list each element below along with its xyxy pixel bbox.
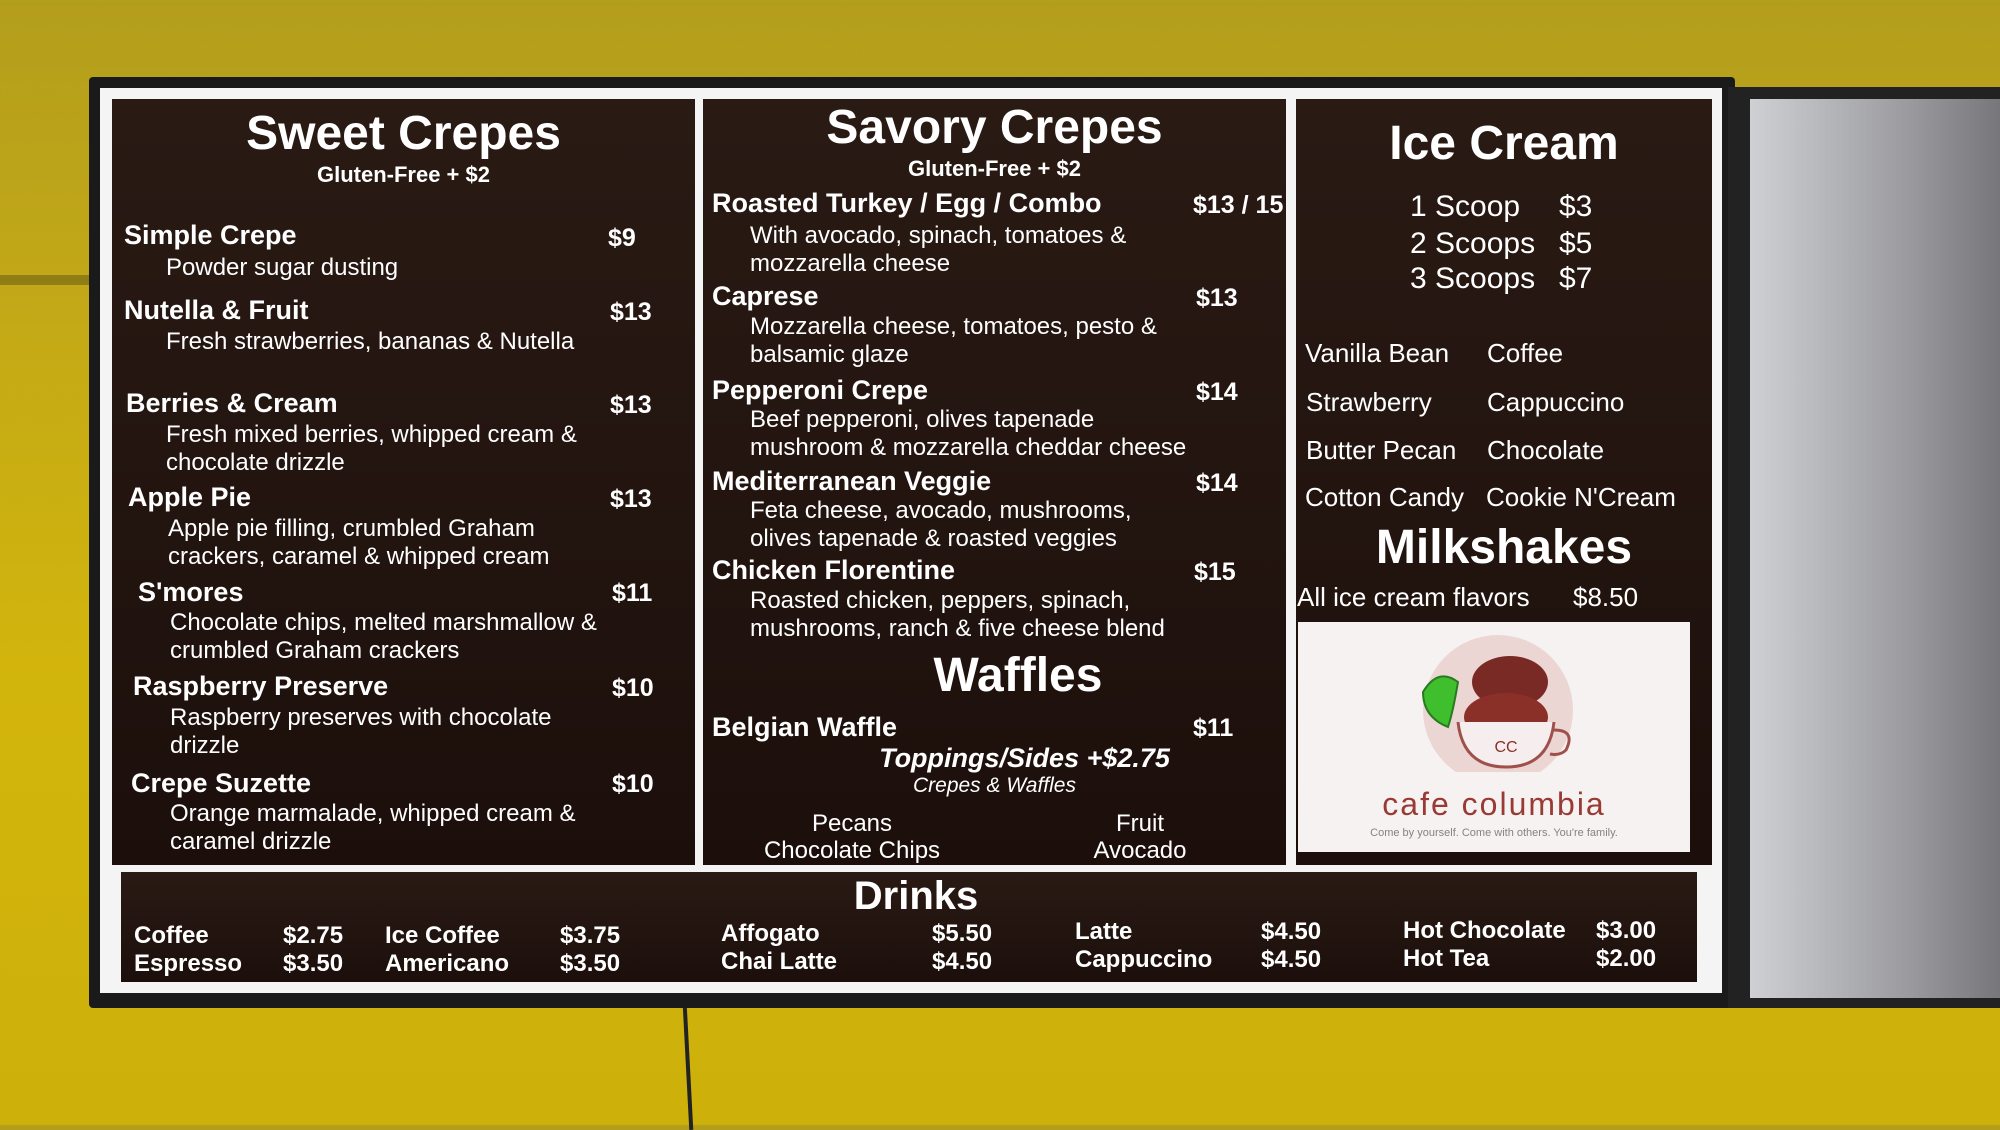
savory-subtitle: Gluten-Free + $2 [907, 156, 1081, 181]
drink-name: Cappuccino [1075, 946, 1213, 973]
item-name: S'mores [138, 577, 244, 607]
drink-name: Coffee [134, 922, 209, 949]
item-name: Berries & Cream [126, 388, 338, 418]
item-name: Raspberry Preserve [133, 671, 389, 701]
item-desc: Raspberry preserves with chocolate drizz… [170, 704, 552, 759]
item-price: $10 [612, 674, 654, 702]
power-cable [682, 1004, 694, 1130]
waffles-title: Waffles [933, 649, 1103, 702]
topping: Avocado [1093, 837, 1187, 864]
item-name: Belgian Waffle [712, 712, 898, 742]
milkshake-label: All ice cream flavors [1297, 582, 1530, 612]
item-desc: With avocado, spinach, tomatoes & mozzar… [750, 222, 1127, 277]
scoop-label: 3 Scoops [1410, 262, 1536, 295]
logo-tagline: Come by yourself. Come with others. You'… [1370, 827, 1618, 839]
drink-name: Ice Coffee [385, 922, 500, 949]
topping: Fruit [1116, 810, 1164, 837]
cafe-logo: CC cafe columbia Come by yourself. Come … [1298, 622, 1690, 852]
scoop-price: $7 [1559, 262, 1593, 295]
flavor: Strawberry [1306, 387, 1432, 417]
drink-price: $3.50 [283, 950, 344, 977]
item-name: Caprese [712, 281, 819, 311]
flavor: Chocolate [1487, 435, 1605, 465]
item-name: Roasted Turkey / Egg / Combo [712, 188, 1102, 218]
drink-price: $2.75 [283, 922, 344, 949]
item-name: Nutella & Fruit [124, 295, 309, 325]
drink-price: $3.50 [560, 950, 621, 977]
item-name: Crepe Suzette [131, 768, 312, 798]
item-name: Apple Pie [128, 482, 252, 512]
item-price: $13 / 15 [1193, 191, 1284, 219]
topping: Chocolate Chips [763, 837, 941, 864]
flavor: Cotton Candy [1305, 482, 1464, 512]
scoop-price: $5 [1559, 227, 1593, 260]
savory-title: Savory Crepes [826, 101, 1163, 154]
coffee-cup-logo-icon: CC [1421, 635, 1573, 785]
item-price: $9 [608, 224, 636, 252]
drink-price: $2.00 [1596, 945, 1657, 972]
flavor: Coffee [1487, 338, 1564, 368]
item-price: $15 [1194, 558, 1236, 586]
drink-name: Chai Latte [721, 948, 838, 975]
item-desc: Apple pie filling, crumbled Graham crack… [168, 515, 550, 570]
item-price: $14 [1196, 469, 1238, 497]
flavor: Cookie N'Cream [1486, 482, 1676, 512]
drink-name: Americano [385, 950, 510, 977]
toppings-subtitle: Crepes & Waffles [912, 774, 1076, 797]
item-price: $13 [610, 298, 652, 326]
drink-price: $5.50 [932, 920, 993, 947]
drinks-panel [121, 872, 1697, 982]
item-desc: Roasted chicken, peppers, spinach, mushr… [750, 587, 1165, 642]
logo-monogram: CC [1494, 739, 1517, 756]
drink-price: $4.50 [932, 948, 993, 975]
item-price: $14 [1196, 378, 1238, 406]
scoop-price: $3 [1559, 190, 1593, 223]
second-tv [1728, 87, 2000, 1008]
ice-cream-title: Ice Cream [1389, 117, 1619, 170]
item-price: $13 [610, 485, 652, 513]
scoop-label: 2 Scoops [1410, 227, 1536, 260]
sweet-subtitle: Gluten-Free + $2 [316, 162, 490, 187]
drink-name: Espresso [134, 950, 243, 977]
drink-price: $3.00 [1596, 917, 1657, 944]
wall-trim [0, 275, 95, 285]
flavor: Butter Pecan [1306, 435, 1457, 465]
logo-name: cafe columbia [1382, 786, 1606, 822]
item-desc: Beef pepperoni, olives tapenade mushroom… [750, 406, 1187, 461]
drink-name: Affogato [721, 920, 820, 947]
item-desc: Powder sugar dusting [166, 254, 399, 281]
flavor: Cappuccino [1487, 387, 1625, 417]
drinks-title: Drinks [853, 874, 979, 918]
item-name: Simple Crepe [124, 220, 297, 250]
drink-price: $4.50 [1261, 918, 1322, 945]
drink-price: $4.50 [1261, 946, 1322, 973]
milkshake-price: $8.50 [1573, 582, 1639, 612]
milkshakes-title: Milkshakes [1375, 521, 1633, 574]
drink-name: Latte [1075, 918, 1133, 945]
item-desc: Orange marmalade, whipped cream & carame… [170, 800, 576, 855]
item-desc: Chocolate chips, melted marshmallow & cr… [170, 609, 597, 664]
drink-name: Hot Tea [1403, 945, 1490, 972]
flavor: Vanilla Bean [1305, 338, 1450, 368]
savory-crepes-panel [703, 99, 1286, 865]
item-price: $13 [610, 391, 652, 419]
toppings-title: Toppings/Sides +$2.75 [879, 743, 1170, 773]
item-price: $11 [612, 579, 653, 607]
scoop-label: 1 Scoop [1410, 190, 1521, 223]
item-price: $11 [1193, 714, 1234, 742]
drink-price: $3.75 [560, 922, 621, 949]
item-name: Pepperoni Crepe [712, 375, 929, 405]
item-desc: Fresh mixed berries, whipped cream & cho… [166, 421, 577, 476]
item-desc: Feta cheese, avocado, mushrooms, olives … [750, 497, 1132, 552]
item-name: Mediterranean Veggie [712, 466, 992, 496]
item-desc: Mozzarella cheese, tomatoes, pesto & bal… [750, 313, 1157, 368]
sweet-title: Sweet Crepes [246, 107, 561, 160]
item-price: $13 [1196, 284, 1238, 312]
sweet-crepes-panel [112, 99, 695, 865]
topping: Pecans [811, 810, 893, 837]
item-name: Chicken Florentine [712, 555, 956, 585]
item-desc: Fresh strawberries, bananas & Nutella [166, 328, 575, 355]
item-price: $10 [612, 770, 654, 798]
drink-name: Hot Chocolate [1403, 917, 1566, 944]
